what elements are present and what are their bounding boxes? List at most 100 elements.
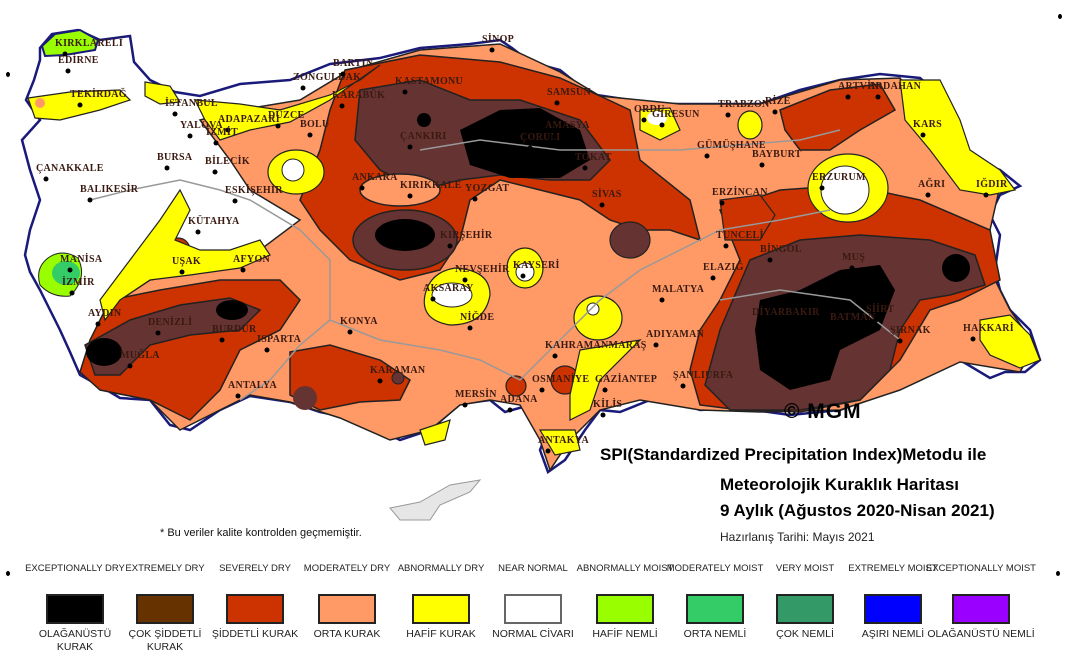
legend-swatch (226, 594, 284, 624)
city-label: SİİRT (866, 303, 894, 315)
city-label: GÜMÜŞHANE (697, 138, 766, 151)
city-marker: ESKİŞEHİR (225, 184, 283, 204)
city-label: KARS (913, 119, 942, 130)
city-dot-icon (67, 267, 73, 273)
city-label: ÇANAKKALE (36, 163, 104, 174)
city-marker: TOKAT (575, 152, 612, 171)
city-marker: KIRIKKALE (400, 180, 461, 199)
city-marker: ADANA (500, 394, 538, 413)
legend-en-label: MODERATELY DRY (303, 563, 391, 574)
legend-en-label: EXTREMELY MOIST (848, 563, 938, 574)
city-dot-icon (95, 321, 101, 327)
city-marker: GİRESUN (652, 108, 700, 128)
city-marker: BOLU (300, 119, 329, 138)
city-dot-icon (710, 275, 716, 281)
city-label: BİNGÖL (760, 242, 802, 255)
city-dot-icon (235, 393, 241, 399)
legend-swatch (136, 594, 194, 624)
city-label: YOZGAT (465, 183, 509, 194)
city-marker: ARTVİN (838, 80, 879, 100)
city-dot-icon (77, 102, 83, 108)
city-label: ÇANKIRI (400, 131, 447, 142)
city-marker: AKSARAY (423, 283, 474, 302)
city-marker: BATMAN (830, 312, 876, 331)
city-dot-icon (307, 132, 313, 138)
city-dot-icon (920, 132, 926, 138)
legend-swatch (776, 594, 834, 624)
city-marker: NEVŞEHİR (455, 263, 510, 283)
city-dot-icon (402, 89, 408, 95)
legend-item-abnormally-dry: ABNORMALLY DRY HAFİF KURAK (386, 563, 496, 641)
city-label: DÜZCE (268, 108, 305, 121)
map-title-line3: 9 Aylık (Ağustos 2020-Nisan 2021) (720, 501, 995, 520)
city-labels: KIRKLARELİ EDİRNE TEKİRDAĞ İSTANBUL ÇANAKKAL… (36, 33, 1014, 454)
city-label: ANTAKYA (538, 435, 589, 446)
city-label: MALATYA (652, 284, 705, 295)
zone-abnormally-moist-kirklareli (40, 28, 100, 58)
city-label: BATMAN (830, 312, 876, 323)
city-label: SİNOP (482, 33, 514, 45)
city-dot-icon (970, 336, 976, 342)
legend-item-exceptionally-dry: EXCEPTIONALLY DRY OLAĞANÜSTÜ KURAK (20, 563, 130, 654)
city-dot-icon (407, 144, 413, 150)
city-marker: ÇANKIRI (400, 131, 447, 150)
legend-swatch (412, 594, 470, 624)
city-marker: KAHRAMANMARAŞ (545, 340, 647, 359)
legend-tr-label: ÇOK ŞİDDETLİ KURAK (128, 628, 202, 653)
city-label: MERSİN (455, 388, 497, 400)
city-dot-icon (232, 198, 238, 204)
city-marker: ADAPAZARI (218, 114, 280, 133)
legend-tr-label: OLAĞANÜSTÜ NEMLİ (927, 628, 1035, 640)
city-label: ŞIRNAK (890, 325, 931, 336)
city-marker: TRABZON (718, 99, 770, 118)
city-dot-icon (641, 117, 647, 123)
city-label: TOKAT (575, 152, 612, 163)
city-dot-icon (213, 140, 219, 146)
legend-item-extremely-dry: EXTREMELY DRY ÇOK ŞİDDETLİ KURAK (110, 563, 220, 654)
city-marker: ADIYAMAN (646, 329, 704, 348)
city-label: RİZE (765, 95, 791, 107)
city-label: AĞRI (918, 177, 945, 190)
city-label: TUNCELİ (716, 229, 764, 241)
city-dot-icon (897, 338, 903, 344)
city-dot-icon (925, 192, 931, 198)
city-marker: MANİSA (60, 253, 103, 273)
city-label: BURSA (157, 152, 193, 163)
legend-tr-label: OLAĞANÜSTÜ KURAK (38, 628, 112, 653)
city-marker: İZMİT (206, 126, 238, 146)
city-dot-icon (69, 290, 75, 296)
city-dot-icon (172, 111, 178, 117)
city-dot-icon (759, 320, 765, 326)
city-label: MANİSA (60, 253, 103, 265)
city-dot-icon (300, 85, 306, 91)
city-marker: KONYA (340, 316, 378, 335)
city-dot-icon (212, 169, 218, 175)
city-label: ADAPAZARI (218, 114, 280, 125)
legend-tr-label: AŞIRI NEMLİ (861, 628, 925, 640)
city-label: TRABZON (718, 99, 770, 110)
city-marker: OSMANİYE (532, 373, 589, 393)
city-dot-icon (704, 153, 710, 159)
city-marker: GAZİANTEP (595, 373, 657, 393)
city-dot-icon (772, 109, 778, 115)
city-marker: MUŞ (842, 252, 865, 271)
city-label: ŞANLIURFA (673, 370, 734, 381)
city-marker: BİLECİK (205, 155, 250, 175)
city-dot-icon (659, 122, 665, 128)
map-title-line2: Meteorolojik Kuraklık Haritası (720, 475, 960, 494)
city-marker: AMASYA (545, 120, 590, 139)
city-marker: KIRKLARELİ (55, 37, 123, 57)
city-marker: KARABÜK (332, 88, 385, 109)
city-dot-icon (552, 133, 558, 139)
city-marker: KİLİS (593, 398, 622, 418)
legend-item-abnormally-moist: ABNORMALLY MOIST HAFİF NEMLİ (570, 563, 680, 641)
city-marker: KÜTAHYA (188, 214, 240, 235)
city-dot-icon (725, 112, 731, 118)
quality-note: * Bu veriler kalite kontrolden geçmemişt… (160, 527, 362, 539)
city-dot-icon (554, 100, 560, 106)
city-dot-icon (659, 297, 665, 303)
corner-marker-top-left (6, 72, 10, 77)
city-dot-icon (430, 296, 436, 302)
legend-item-near-normal: NEAR NORMAL NORMAL CİVARI (478, 563, 588, 641)
city-dot-icon (983, 192, 989, 198)
